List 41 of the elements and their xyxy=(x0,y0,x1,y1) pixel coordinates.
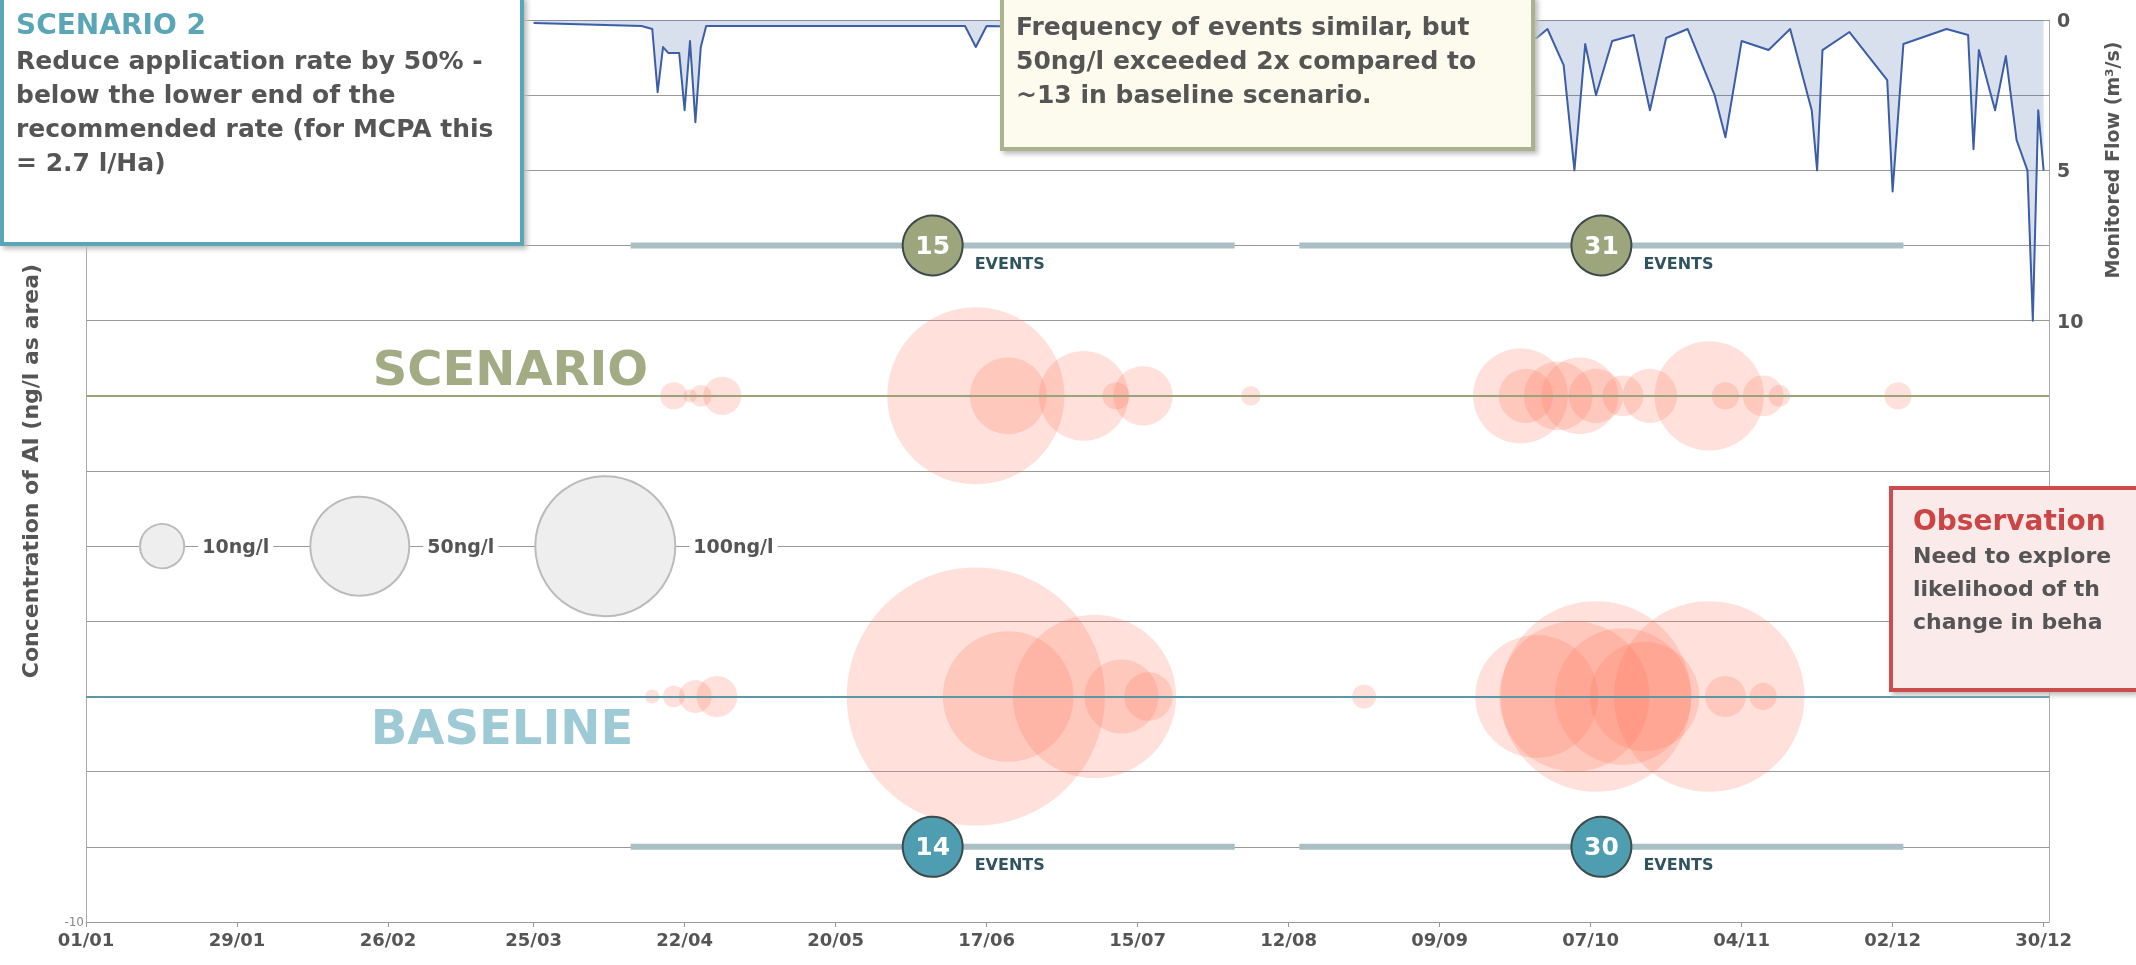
x-tick-label: 30/12 xyxy=(2015,928,2072,950)
note-box: Frequency of events similar, but 50ng/l exceeded 2x compared to ~13 in baseline scenario. xyxy=(1000,0,1535,151)
annotation: EVENTS xyxy=(974,254,1045,273)
x-tick-label: 04/11 xyxy=(1713,928,1770,950)
legend-label: 100ng/l xyxy=(693,535,774,558)
y2-axis-title: Monitored Flow (m³/s) xyxy=(2101,41,2123,279)
series-label: SCENARIO xyxy=(372,339,649,396)
x-tick-label: 26/02 xyxy=(359,928,417,950)
annotation: SCENARIO 2 xyxy=(16,8,207,42)
x-tick-label: 17/06 xyxy=(958,928,1015,950)
y2-tick-label: 0 xyxy=(2057,9,2071,31)
annotation: 31 xyxy=(1583,231,1619,260)
annotation: 30 xyxy=(1583,832,1619,862)
y2-tick-label: 5 xyxy=(2057,159,2071,182)
note-box: SCENARIO 2 Reduce application rate by 50% - below the lower end of the recommended rate (for MCPA this = 2.7 l/Ha) xyxy=(0,0,524,246)
annotation: Frequency of events similar, but 50ng/l exceeded 2x compared to ~13 in baseline scenario. xyxy=(1016,11,1478,111)
series-label: BASELINE xyxy=(370,698,634,755)
x-tick-label: 25/03 xyxy=(505,928,562,950)
annotation: 15 xyxy=(915,231,951,260)
x-tick-label: 20/05 xyxy=(807,928,864,950)
x-tick-label: 09/09 xyxy=(1411,928,1468,950)
x-tick-label: 07/10 xyxy=(1562,928,1619,950)
note-box: Observation Need to explore likelihood of th change in beha xyxy=(1889,486,2136,692)
x-tick-label: 29/01 xyxy=(208,928,266,950)
x-tick-label: 02/12 xyxy=(1864,928,1921,950)
annotation: EVENTS xyxy=(974,855,1045,875)
text: -10 xyxy=(64,915,84,929)
x-tick-label: 22/04 xyxy=(656,928,713,950)
annotation: 14 xyxy=(915,832,951,862)
x-tick-label: 01/01 xyxy=(57,928,115,950)
annotation: EVENTS xyxy=(1643,254,1714,273)
annotation: Observation xyxy=(1913,504,2107,537)
x-tick-label: 12/08 xyxy=(1260,928,1317,950)
annotation: EVENTS xyxy=(1643,855,1714,875)
legend-label: 10ng/l xyxy=(202,535,270,558)
x-tick-label: 15/07 xyxy=(1109,928,1166,950)
legend-label: 50ng/l xyxy=(427,535,495,558)
annotation: Reduce application rate by 50% - below the lower end of the recommended rate (for MCPA this = 2.7 l/Ha) xyxy=(16,45,495,179)
y2-tick-label: 10 xyxy=(2057,309,2084,332)
annotation: Need to explore likelihood of th change in beha xyxy=(1913,542,2113,636)
y-axis-title: Concentration of AI (ng/l as area) xyxy=(17,263,43,679)
